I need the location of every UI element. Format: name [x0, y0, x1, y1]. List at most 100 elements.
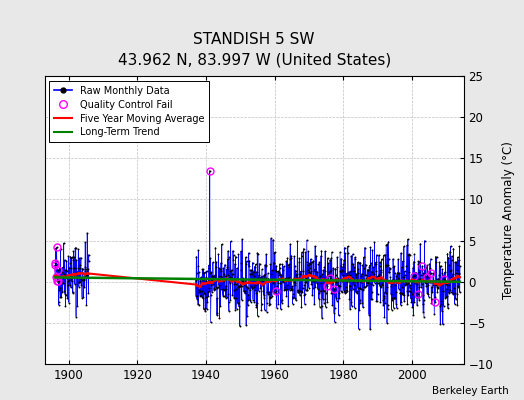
Point	[299, 268, 308, 274]
Point	[403, 236, 412, 242]
Point	[239, 281, 248, 287]
Point	[280, 277, 289, 283]
Point	[64, 299, 73, 306]
Point	[81, 268, 90, 274]
Point	[257, 301, 266, 307]
Point	[246, 299, 255, 305]
Point	[232, 281, 240, 288]
Point	[427, 269, 435, 276]
Point	[386, 274, 395, 280]
Point	[259, 273, 267, 279]
Point	[378, 281, 387, 288]
Point	[231, 260, 239, 267]
Point	[261, 274, 270, 281]
Point	[58, 268, 66, 275]
Point	[409, 273, 417, 280]
Point	[365, 264, 374, 270]
Point	[455, 271, 463, 278]
Point	[369, 270, 378, 277]
Point	[399, 274, 408, 280]
Point	[330, 310, 338, 316]
Point	[363, 280, 371, 286]
Point	[272, 268, 281, 275]
Point	[449, 291, 457, 297]
Point	[359, 264, 368, 271]
Point	[202, 268, 211, 274]
Point	[397, 299, 406, 305]
Point	[192, 270, 201, 276]
Point	[233, 277, 242, 284]
Point	[450, 276, 458, 283]
Point	[271, 249, 279, 255]
Point	[195, 286, 204, 293]
Point	[388, 280, 396, 286]
Point	[69, 290, 77, 296]
Point	[320, 268, 329, 274]
Point	[321, 296, 330, 302]
Point	[347, 286, 355, 293]
Point	[227, 266, 236, 273]
Point	[272, 268, 280, 274]
Point	[402, 263, 411, 269]
Point	[192, 254, 201, 260]
Point	[232, 295, 241, 302]
Point	[404, 292, 412, 298]
Point	[69, 248, 78, 254]
Point	[422, 263, 430, 270]
Point	[206, 292, 215, 298]
Point	[71, 264, 79, 271]
Point	[52, 258, 61, 264]
Point	[357, 277, 366, 284]
Point	[340, 287, 348, 294]
Point	[224, 272, 232, 278]
Point	[314, 275, 322, 282]
Point	[353, 288, 361, 294]
Point	[362, 272, 370, 278]
Point	[438, 308, 446, 314]
Point	[407, 299, 416, 305]
Point	[421, 265, 429, 271]
Point	[326, 280, 335, 286]
Point	[386, 277, 395, 283]
Point	[393, 279, 401, 285]
Point	[359, 304, 367, 310]
Point	[401, 272, 409, 278]
Point	[211, 274, 220, 280]
Point	[405, 251, 413, 257]
Point	[260, 272, 269, 278]
Point	[204, 285, 213, 291]
Point	[419, 270, 428, 276]
Point	[343, 270, 351, 276]
Point	[80, 276, 88, 282]
Point	[328, 290, 336, 296]
Point	[345, 268, 353, 275]
Point	[362, 283, 370, 289]
Point	[75, 278, 83, 285]
Point	[196, 278, 204, 284]
Point	[276, 280, 285, 286]
Point	[278, 296, 287, 303]
Point	[362, 262, 370, 268]
Point	[391, 277, 400, 283]
Point	[281, 284, 290, 290]
Point	[391, 294, 399, 301]
Point	[73, 275, 81, 282]
Point	[236, 323, 244, 329]
Point	[293, 274, 301, 280]
Point	[237, 260, 245, 266]
Point	[428, 288, 436, 295]
Point	[389, 304, 398, 311]
Point	[62, 258, 71, 264]
Point	[351, 304, 359, 311]
Point	[304, 284, 313, 291]
Point	[236, 282, 245, 289]
Point	[315, 290, 323, 296]
Point	[267, 276, 276, 282]
Point	[339, 268, 347, 274]
Point	[236, 280, 244, 286]
Point	[357, 271, 366, 277]
Point	[202, 274, 210, 281]
Point	[425, 261, 433, 267]
Point	[445, 262, 453, 268]
Point	[294, 287, 302, 294]
